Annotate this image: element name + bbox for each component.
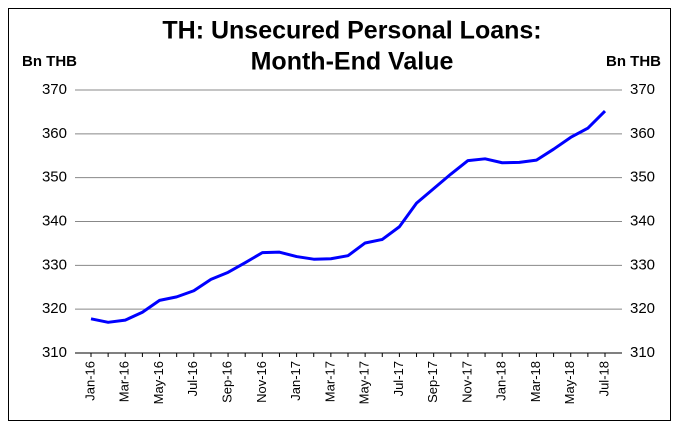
chart-title: Month-End Value [251,48,454,76]
y2-tick-label: 330 [630,256,655,273]
x-tick-label: Jul-16 [185,361,200,396]
line-series [90,109,607,324]
x-tick-label: Nov-17 [459,361,474,403]
y2-tick-label: 310 [630,344,655,361]
y-tick-label: 330 [42,256,67,273]
x-tick-label: Jul-17 [391,361,406,396]
x-tick-label: May-17 [357,361,372,404]
x-tick-label: Jan-18 [494,361,509,401]
y-axis-label: Bn THB [22,53,77,70]
x-tick-label: Sep-16 [220,361,235,403]
y-tick-label: 350 [42,169,67,186]
x-tick-label: May-18 [562,361,577,404]
y2-tick-label: 340 [630,212,655,229]
x-tick-label: Mar-18 [528,361,543,402]
x-tick-label: Sep-17 [425,361,440,403]
y-tick-label: 360 [42,125,67,142]
y2-axis-label: Bn THB [606,53,661,70]
x-tick-label: Mar-16 [117,361,132,402]
y-tick-label: 370 [42,81,67,98]
y2-tick-label: 320 [630,300,655,317]
y-tick-label: 340 [42,212,67,229]
chart-border [8,8,671,421]
y2-tick-label: 350 [630,169,655,186]
y-tick-label: 310 [42,344,67,361]
y2-tick-label: 360 [630,125,655,142]
x-tick-label: Jan-16 [82,361,97,401]
chart-title: TH: Unsecured Personal Loans: [162,17,541,45]
x-tick-label: Jul-18 [596,361,611,396]
y-tick-label: 320 [42,300,67,317]
x-tick-label: May-16 [151,361,166,404]
y2-tick-label: 370 [630,81,655,98]
x-tick-label: Nov-16 [254,361,269,403]
x-tick-label: Mar-17 [322,361,337,402]
x-tick-label: Jan-17 [288,361,303,401]
